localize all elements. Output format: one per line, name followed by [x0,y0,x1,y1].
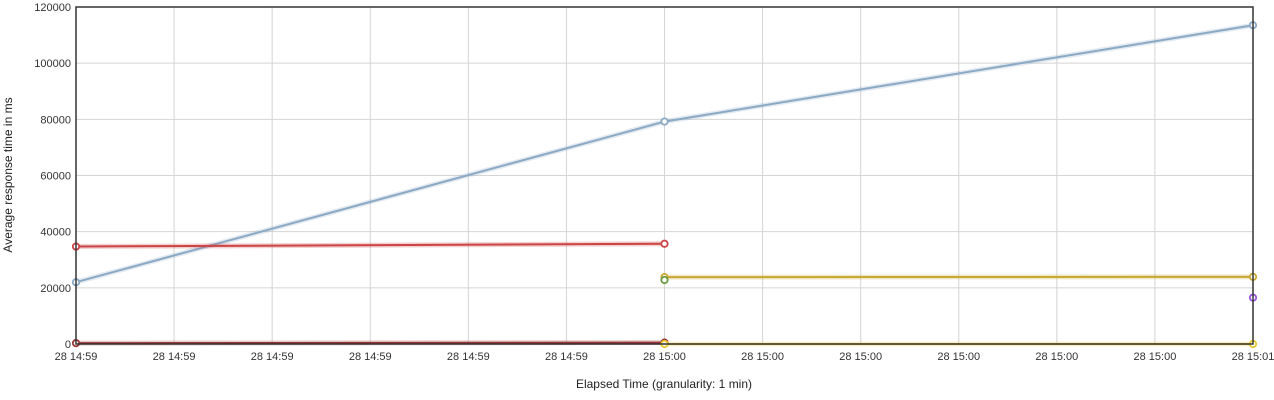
y-tick-label: 0 [65,339,71,351]
x-tick-label: 28 15:00 [937,351,980,363]
x-tick-label: 28 15:00 [1134,351,1177,363]
y-axis-ticks: 0 20000 40000 60000 80000 100000 120000 [34,2,71,351]
data-point [660,239,669,248]
x-tick-label: 28 14:59 [545,351,588,363]
x-tick-label: 28 15:00 [643,351,686,363]
y-axis-title: Average response time in ms [1,97,15,252]
x-tick-label: 28 14:59 [349,351,392,363]
x-tick-label: 28 14:59 [447,351,490,363]
y-tick-label: 80000 [40,114,71,126]
x-tick-label: 28 15:01 [1232,351,1274,363]
x-tick-label: 28 14:59 [153,351,196,363]
x-tick-label: 28 15:00 [839,351,882,363]
y-tick-label: 100000 [34,58,71,70]
x-tick-label: 28 14:59 [251,351,294,363]
x-axis-ticks: 28 14:59 28 14:59 28 14:59 28 14:59 28 14:59… [55,351,1274,363]
y-tick-label: 40000 [40,227,71,239]
plot-frame [75,6,1254,345]
x-tick-label: 28 14:59 [55,351,98,363]
series-line [75,341,665,345]
data-point [660,275,669,285]
x-tick-label: 28 15:00 [1035,351,1078,363]
x-tick-label: 28 15:00 [741,351,784,363]
y-tick-label: 20000 [40,283,71,295]
y-tick-label: 60000 [40,171,71,183]
x-axis-title: Elapsed Time (granularity: 1 min) [576,377,752,391]
data-point [660,117,669,126]
series-line [75,242,665,248]
y-tick-label: 120000 [34,2,71,14]
